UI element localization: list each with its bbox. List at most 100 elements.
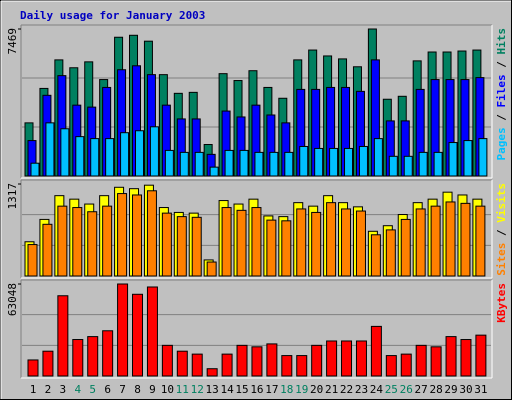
bar [445, 201, 456, 277]
bar [251, 346, 263, 377]
bar [236, 344, 248, 377]
x-tick-label: 24 [370, 383, 384, 396]
x-tick-label: 12 [191, 383, 204, 396]
bar [102, 330, 114, 377]
legend-separator: / [495, 55, 508, 75]
bar [75, 136, 85, 177]
y-tick-label: 1317 [6, 183, 19, 210]
bar [57, 205, 68, 277]
bar [194, 151, 204, 177]
bar [478, 138, 488, 177]
bar [120, 132, 130, 177]
x-tick-label: 3 [60, 383, 67, 396]
x-tick-label: 10 [161, 383, 174, 396]
bar [146, 190, 157, 277]
bar [281, 220, 292, 277]
bar [448, 142, 458, 177]
legend-entry: Sites [495, 243, 508, 276]
bar [355, 210, 366, 277]
bar [132, 293, 144, 377]
bar [191, 216, 202, 277]
bar [42, 350, 54, 377]
bar [221, 353, 233, 377]
bar [475, 334, 487, 377]
bar [373, 138, 383, 177]
bar [284, 151, 294, 177]
x-tick-label: 13 [206, 383, 219, 396]
bar [311, 344, 323, 377]
bar [296, 355, 308, 377]
bar [415, 344, 427, 377]
bar [72, 339, 84, 377]
bar [254, 151, 264, 177]
x-tick-label: 23 [355, 383, 368, 396]
bar [161, 212, 172, 277]
bar [191, 353, 203, 377]
bar [329, 147, 339, 177]
bar [266, 343, 278, 377]
x-tick-label: 2 [45, 383, 52, 396]
bar [418, 151, 428, 177]
x-tick-label: 16 [250, 383, 263, 396]
bar [209, 166, 219, 177]
bar [341, 208, 352, 277]
bar [355, 340, 367, 377]
bar [117, 283, 129, 377]
legend-entry: KBytes [495, 283, 508, 323]
bar [27, 244, 38, 277]
bar [314, 147, 324, 177]
bar [403, 155, 413, 177]
x-tick-label: 11 [176, 383, 189, 396]
bar [57, 295, 69, 377]
bar [341, 340, 353, 377]
legend-entry: Hits [495, 28, 508, 55]
bar [206, 261, 217, 277]
bar [358, 145, 368, 177]
bar [221, 207, 232, 277]
x-tick-label: 27 [415, 383, 428, 396]
bar [400, 218, 411, 277]
bar [146, 286, 158, 377]
bar [460, 339, 472, 377]
bar [269, 151, 279, 177]
legend: Pages / Files / Hits [495, 28, 508, 161]
bar [475, 205, 486, 277]
x-tick-label: 21 [325, 383, 338, 396]
bar [296, 208, 307, 277]
bar [326, 340, 338, 377]
x-tick-label: 20 [310, 383, 323, 396]
bar [463, 140, 473, 177]
legend: KBytes [495, 283, 508, 323]
legend-entry: Visits [495, 183, 508, 223]
bar [30, 162, 40, 177]
bar [430, 205, 441, 277]
bar [87, 336, 99, 377]
bar [236, 209, 247, 277]
legend-separator: / [495, 223, 508, 243]
bar [90, 138, 100, 177]
bar [149, 126, 159, 177]
bar [299, 145, 309, 177]
bar [161, 344, 173, 377]
bar [72, 207, 83, 277]
bar [132, 194, 143, 277]
bar [60, 128, 70, 177]
bar [135, 130, 145, 177]
bar [45, 122, 55, 177]
x-tick-label: 6 [104, 383, 111, 396]
x-tick-label: 31 [474, 383, 487, 396]
bar [266, 219, 277, 277]
bar [326, 202, 337, 277]
bar [460, 202, 471, 277]
x-tick-label: 26 [400, 383, 413, 396]
bar [251, 207, 262, 277]
x-tick-label: 4 [74, 383, 81, 396]
x-tick-label: 5 [89, 383, 96, 396]
bar [430, 346, 442, 377]
bar [27, 359, 39, 377]
x-tick-label: 9 [149, 383, 156, 396]
chart-title: Daily usage for January 2003 [20, 9, 205, 22]
bar [105, 138, 115, 177]
legend-separator: / [495, 108, 508, 128]
